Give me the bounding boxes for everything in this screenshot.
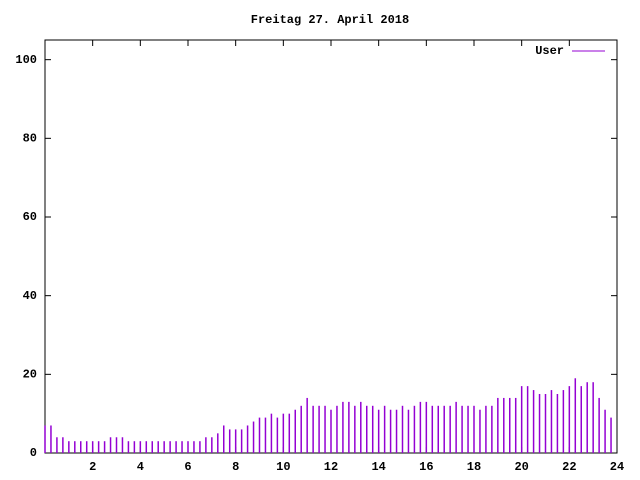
x-tick-label: 8 [232,460,239,474]
x-tick-label: 10 [276,460,290,474]
x-tick-label: 2 [89,460,96,474]
y-tick-label: 60 [23,210,37,224]
y-tick-label: 0 [30,446,37,460]
x-tick-label: 24 [610,460,624,474]
x-tick-label: 22 [562,460,576,474]
y-tick-label: 100 [15,53,37,67]
y-tick-label: 40 [23,289,37,303]
x-tick-label: 16 [419,460,433,474]
chart-title: Freitag 27. April 2018 [251,13,409,27]
x-tick-label: 18 [467,460,481,474]
x-tick-label: 6 [184,460,191,474]
y-tick-label: 20 [23,368,37,382]
x-tick-label: 4 [137,460,144,474]
y-tick-label: 80 [23,132,37,146]
x-tick-label: 20 [514,460,528,474]
x-tick-label: 12 [324,460,338,474]
x-tick-label: 14 [371,460,385,474]
legend-label: User [535,44,564,58]
